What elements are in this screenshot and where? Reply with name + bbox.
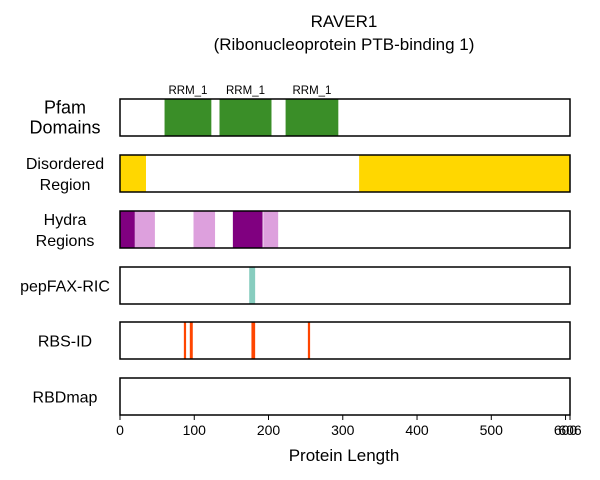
feature-disordered-0 [120, 155, 146, 192]
track-disordered: Disordered Region [26, 154, 571, 194]
track-frame [119, 98, 571, 137]
track-label: Domains [29, 118, 100, 138]
feature-hydra-2 [193, 211, 216, 248]
track-frame [119, 377, 571, 416]
track-label: Region [40, 177, 91, 194]
feature-disordered-1 [359, 155, 570, 192]
grid-lines [193, 99, 567, 415]
x-tick-label: 100 [183, 422, 207, 438]
feature-rbsid-2 [251, 322, 256, 359]
track-pepfax: pepFAX-RIC [20, 266, 571, 305]
track-rbsid: RBS-ID [38, 321, 571, 360]
track-label: Disordered [26, 156, 104, 173]
feature-rbsid-1 [189, 322, 193, 359]
chart-title-line2: (Ribonucleoprotein PTB-binding 1) [214, 35, 475, 54]
track-background [120, 267, 570, 304]
x-tick-label: 400 [405, 422, 429, 438]
track-background [120, 211, 570, 248]
track-frame [119, 210, 571, 249]
feature-hydra-4 [263, 211, 279, 248]
track-label: RBDmap [33, 390, 98, 407]
track-label: Hydra [44, 212, 87, 229]
chart-title-line1: RAVER1 [311, 12, 378, 31]
track-label: pepFAX-RIC [20, 279, 110, 296]
x-tick-label: 200 [257, 422, 281, 438]
x-tick-label: 606 [558, 422, 582, 438]
feature-hydra-0 [120, 211, 135, 248]
track-rbdmap: RBDmap [33, 377, 571, 416]
track-label: Regions [36, 233, 95, 250]
track-hydra: Hydra Regions [36, 210, 571, 250]
track-background [120, 322, 570, 359]
x-tick-label: 0 [116, 422, 124, 438]
feature-pfam-0 [164, 99, 212, 136]
feature-pfam-2 [285, 99, 339, 136]
domain-label: RRM_1 [226, 85, 265, 97]
track-label: RBS-ID [38, 334, 92, 351]
track-frame [119, 321, 571, 360]
track-frame [119, 266, 571, 305]
track-frame [119, 154, 571, 193]
domain-label: RRM_1 [292, 85, 331, 97]
feature-rbsid-3 [307, 322, 311, 359]
track-background [120, 378, 570, 415]
feature-hydra-3 [232, 211, 263, 248]
feature-hydra-1 [134, 211, 155, 248]
feature-rbsid-0 [183, 322, 187, 359]
domain-label: RRM_1 [168, 85, 207, 97]
feature-pepfax-0 [249, 267, 256, 304]
x-axis-title: Protein Length [289, 446, 400, 465]
x-tick-label: 300 [331, 422, 355, 438]
feature-pfam-1 [219, 99, 272, 136]
x-tick-label: 600 [554, 422, 578, 438]
track-label: Pfam [44, 98, 86, 118]
x-tick-label: 500 [480, 422, 504, 438]
